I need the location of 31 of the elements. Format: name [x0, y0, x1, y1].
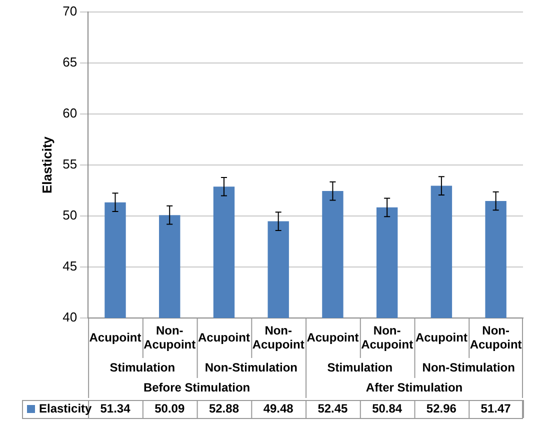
- data-label: 52.96: [426, 401, 457, 416]
- text: Before Stimulation: [143, 380, 250, 394]
- x-tick-label: Non-Acupoint: [361, 323, 414, 352]
- x-tick-label: Non-Acupoint: [252, 323, 304, 352]
- y-axis-title: Elasticity: [39, 136, 54, 194]
- data-label: 51.47: [480, 401, 512, 416]
- y-tick-label: 55: [62, 156, 78, 172]
- text: Stimulation: [327, 360, 393, 374]
- x-tick-label: Non-Acupoint: [144, 323, 196, 352]
- x-tick-label: Acupoint: [415, 330, 468, 344]
- x-tick-label: Non-Acupoint: [470, 323, 522, 352]
- y-tick-label: 65: [62, 54, 78, 70]
- x-tick-label: Acupoint: [198, 330, 250, 344]
- data-label: 52.88: [208, 401, 240, 416]
- y-tick-label: 60: [62, 106, 78, 121]
- legend-label: Elasticity: [39, 401, 92, 416]
- y-tick-label: 70: [62, 4, 78, 19]
- x-tick-label: Acupoint: [89, 330, 142, 344]
- data-label: 50.09: [154, 401, 185, 416]
- text: Non-Stimulation: [204, 360, 298, 374]
- text: Non-Stimulation: [422, 360, 515, 374]
- data-label: 51.34: [100, 401, 131, 416]
- text: Stimulation: [110, 360, 176, 374]
- data-label: 49.48: [263, 401, 294, 416]
- text: After Stimulation: [366, 380, 463, 394]
- x-tick-label: Acupoint: [306, 330, 359, 344]
- data-label: 50.84: [372, 401, 402, 416]
- y-tick-label: 50: [62, 208, 78, 223]
- y-tick-label: 45: [62, 258, 78, 274]
- y-tick-label: 40: [62, 310, 78, 325]
- data-label: 52.45: [318, 401, 348, 416]
